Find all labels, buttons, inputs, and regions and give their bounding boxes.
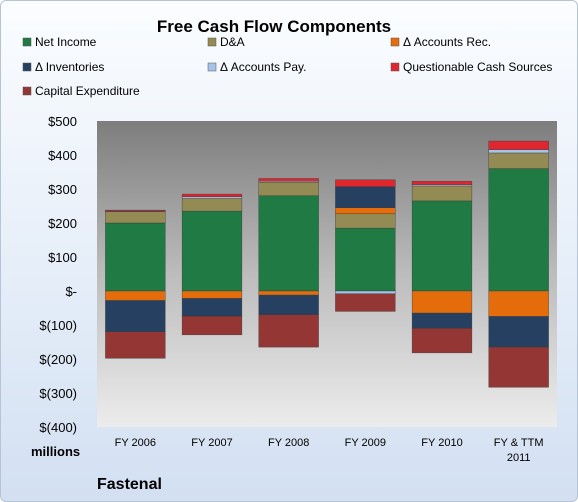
y-tick-label: $(100)	[39, 318, 77, 333]
plot-area	[97, 121, 557, 427]
legend-swatch	[207, 62, 217, 72]
legend-label: Net Income	[35, 35, 97, 49]
x-tick-label: FY & TTM	[494, 437, 544, 449]
bar-segment	[335, 207, 396, 215]
company-name: Fastenal	[97, 476, 162, 493]
legend-swatch	[390, 62, 400, 72]
bar-segment	[488, 168, 549, 292]
y-tick-label: $500	[48, 114, 77, 129]
bar-segment	[488, 140, 549, 150]
bar-segment	[258, 314, 319, 348]
x-tick-label: FY 2007	[191, 437, 232, 449]
bar-segment	[335, 227, 396, 292]
bar-segment	[411, 328, 473, 354]
bar-segment	[335, 179, 396, 187]
bar-segment	[105, 331, 166, 359]
bar-segment	[488, 346, 549, 388]
bar-segment	[105, 300, 166, 332]
legend-swatch	[22, 62, 32, 72]
bar-segment	[488, 149, 549, 154]
legend-label: Δ Accounts Rec.	[403, 35, 491, 49]
bar-segment	[258, 294, 319, 315]
y-tick-label: $(300)	[39, 386, 77, 401]
legend-swatch	[207, 37, 217, 47]
bar-segment	[411, 185, 473, 202]
legend-swatch	[22, 37, 32, 47]
legend: Net Income D&A Δ Accounts Rec. Δ Inventorie…	[22, 35, 552, 98]
legend-label: Capital Expenditure	[35, 84, 140, 98]
y-tick-label: $200	[48, 216, 77, 231]
bar-segment	[488, 152, 549, 169]
bar-segment	[411, 180, 473, 185]
x-tick-label: FY 2010	[421, 437, 462, 449]
x-tick-label: FY 2008	[268, 437, 309, 449]
bars	[105, 140, 549, 388]
legend-label: Δ Accounts Pay.	[220, 60, 307, 74]
x-axis: FY 2006 FY 2007 FY 2008 FY 2009 FY 2010 FY & …	[115, 437, 544, 464]
y-tick-label: $-	[65, 284, 77, 299]
bar-segment	[105, 211, 166, 224]
bar-segment	[181, 193, 243, 198]
y-axis: $(400) $(300) $(200) $(100) $- $100 $200 $300 $4…	[39, 114, 77, 435]
bar-segment	[411, 312, 473, 329]
bar-segment	[181, 198, 243, 212]
bar-segment	[105, 209, 166, 212]
legend-label: Questionable Cash Sources	[403, 60, 552, 74]
legend-label: Δ Inventories	[35, 60, 104, 74]
bar-segment	[335, 213, 396, 229]
bar-segment	[258, 290, 319, 296]
unit-label: millions	[31, 444, 80, 459]
y-tick-label: $100	[48, 250, 77, 265]
bar-segment	[258, 178, 319, 182]
bar-segment	[411, 200, 473, 292]
bar-segment	[488, 290, 549, 317]
x-tick-label: FY 2006	[115, 437, 156, 449]
bar-segment	[488, 316, 549, 348]
bar-segment	[181, 196, 243, 199]
bar-segment	[181, 298, 243, 317]
legend-swatch	[390, 37, 400, 47]
x-tick-label: 2011	[507, 452, 531, 464]
y-tick-label: $(200)	[39, 352, 77, 367]
bar-segment	[335, 293, 396, 312]
bar-segment	[181, 290, 243, 299]
bar-segment	[258, 195, 319, 292]
x-tick-label: FY 2009	[345, 437, 386, 449]
bar-segment	[105, 222, 166, 292]
bar-segment	[411, 184, 473, 187]
bar-segment	[335, 290, 396, 294]
bar-segment	[258, 181, 319, 196]
y-tick-label: $300	[48, 182, 77, 197]
chart-title: Free Cash Flow Components	[157, 17, 391, 36]
legend-swatch	[22, 86, 32, 96]
bar-segment	[411, 290, 473, 314]
bar-segment	[181, 210, 243, 292]
y-tick-label: $400	[48, 148, 77, 163]
bar-segment	[105, 290, 166, 301]
bar-segment	[335, 186, 396, 208]
legend-label: D&A	[220, 35, 245, 49]
y-tick-label: $(400)	[39, 420, 77, 435]
bar-segment	[181, 315, 243, 336]
